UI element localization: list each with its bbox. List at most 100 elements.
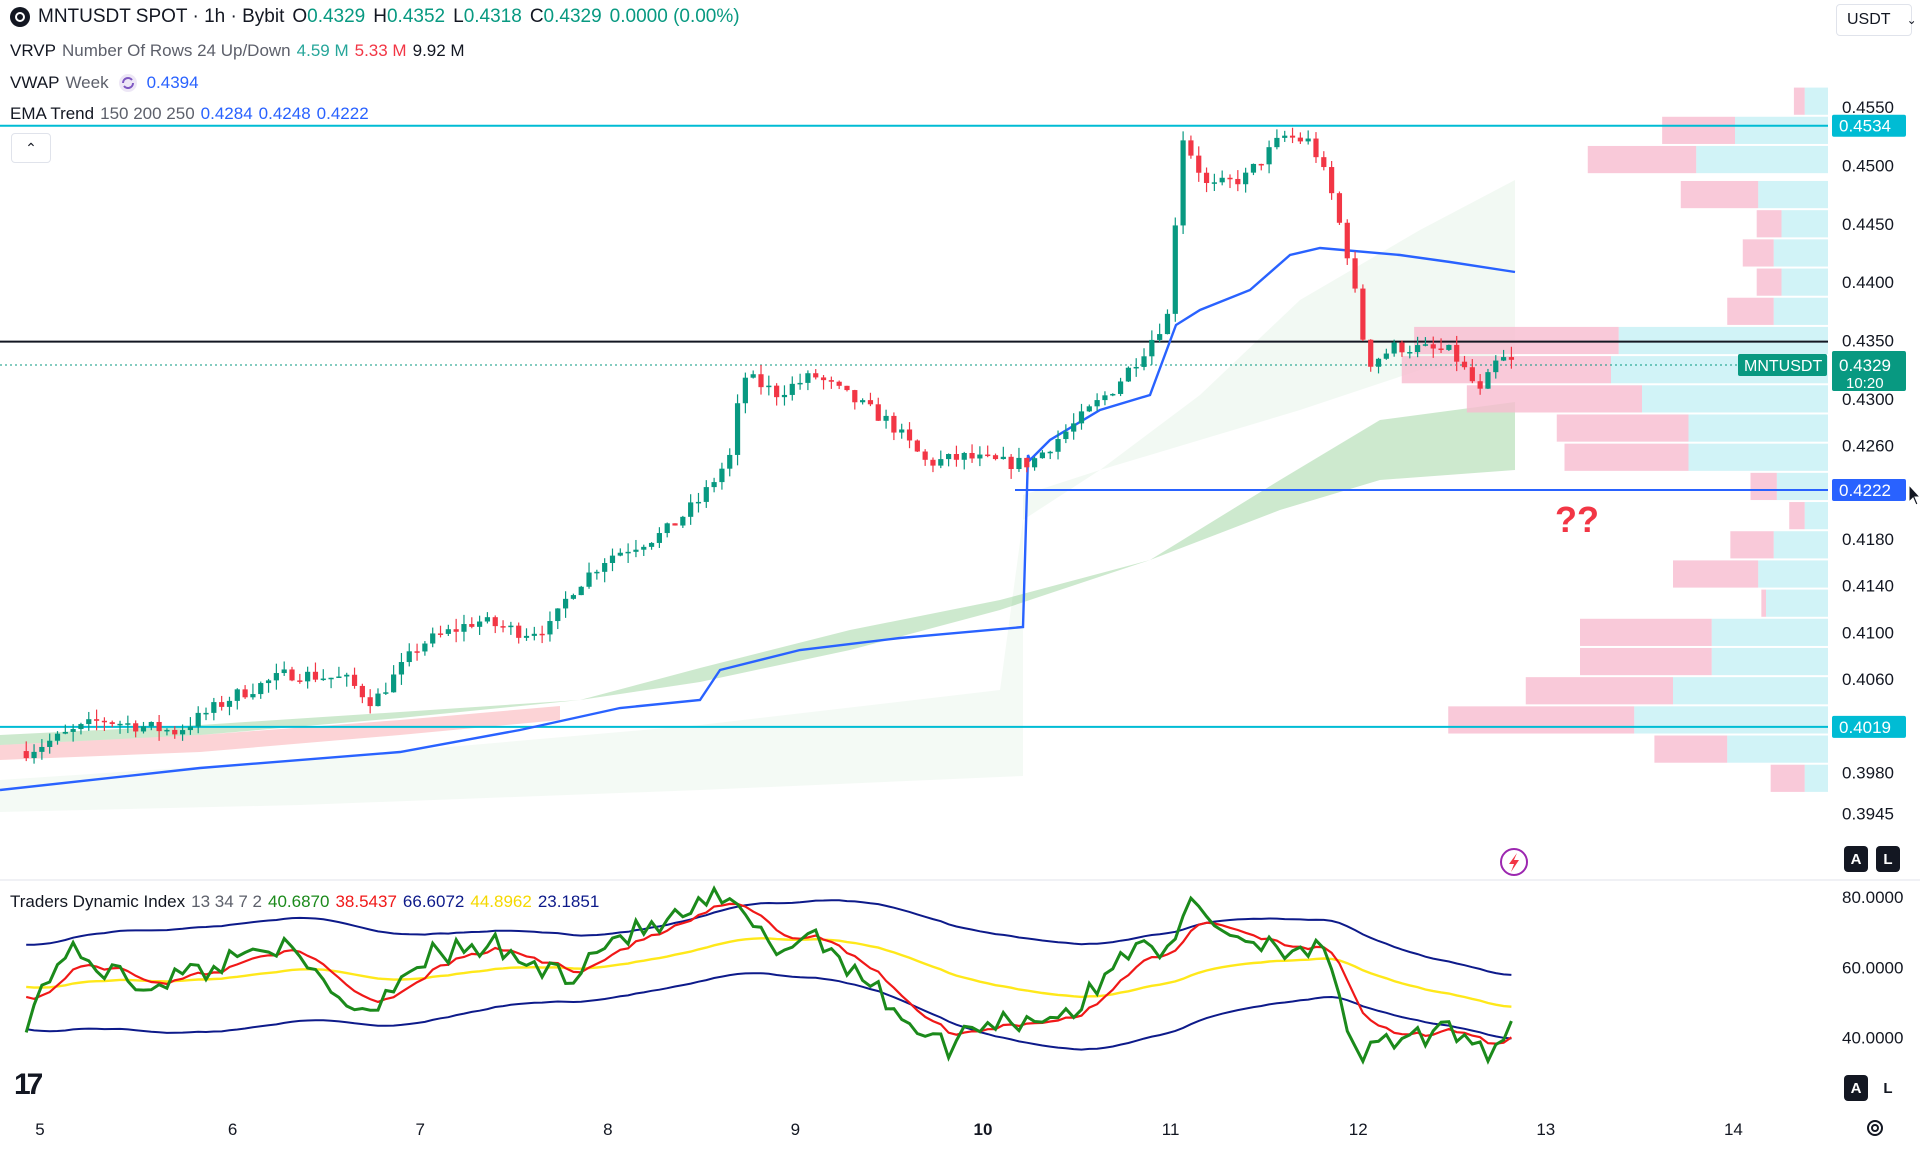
candle [922, 451, 928, 460]
candle [867, 400, 874, 405]
collapse-legend-button[interactable]: ⌃ [11, 133, 51, 163]
candle [813, 373, 819, 378]
candle [1188, 140, 1194, 156]
low-value: 0.4318 [463, 6, 522, 27]
vp-row-down [1525, 677, 1673, 705]
candle [62, 731, 68, 734]
candle [562, 598, 569, 609]
candle [734, 403, 741, 455]
vrvp-params: Number Of Rows 24 Up/Down [62, 41, 291, 60]
candle [1063, 431, 1069, 440]
candle [109, 722, 115, 724]
time-tick-label: 5 [35, 1120, 44, 1139]
candle [1180, 140, 1186, 226]
candle [609, 555, 616, 564]
vp-row-up [1776, 472, 1828, 501]
candle [1039, 452, 1046, 459]
candle [969, 452, 975, 459]
volume-profile [1401, 87, 1828, 792]
candle [1071, 423, 1077, 432]
vrvp-legend[interactable]: VRVP Number Of Rows 24 Up/Down 4.59 M 5.… [10, 41, 465, 61]
lightning-icon[interactable] [1500, 848, 1528, 876]
candle [469, 624, 475, 627]
candle [1024, 457, 1030, 468]
candle [1094, 400, 1100, 407]
candle [1141, 356, 1147, 367]
candle [234, 689, 240, 701]
time-tick-label: 14 [1724, 1120, 1743, 1139]
candle [78, 724, 84, 730]
candle [641, 546, 647, 550]
price-tick-label: 0.4300 [1842, 390, 1894, 409]
symbol-tag-text: MNTUSDT [1744, 358, 1822, 375]
tdi-legend[interactable]: Traders Dynamic Index 13 34 7 2 40.6870 … [10, 892, 599, 912]
candle [250, 694, 256, 698]
candle [305, 671, 311, 682]
candle [86, 719, 92, 725]
horizontal-levels[interactable] [0, 124, 1828, 728]
close-value: 0.4329 [543, 6, 602, 27]
vp-row-up [1804, 502, 1828, 530]
candle [891, 415, 897, 433]
candle [125, 723, 131, 725]
candle [172, 729, 178, 735]
candle [852, 390, 858, 403]
candle [1102, 395, 1108, 401]
candle [539, 633, 545, 636]
vp-row-down [1750, 472, 1777, 501]
symbol-tag [1738, 354, 1827, 377]
time-tick-label: 6 [228, 1120, 237, 1139]
vrvp-total: 9.92 M [412, 41, 465, 60]
auto-scale-button[interactable]: A [1844, 846, 1868, 872]
time-tick-label: 11 [1162, 1120, 1180, 1139]
tdi-auto-scale-button[interactable]: A [1844, 1075, 1868, 1101]
settings-gear-icon[interactable] [1864, 1117, 1886, 1139]
candle [1235, 178, 1241, 185]
candle [1415, 345, 1421, 353]
candle [930, 459, 936, 466]
price-tick-label: 0.4400 [1842, 273, 1894, 292]
symbol-title[interactable]: MNTUSDT SPOT · 1h · Bybit [38, 6, 285, 27]
ema-legend[interactable]: EMA Trend 150 200 250 0.4284 0.4248 0.42… [10, 104, 369, 124]
candle [1321, 157, 1327, 168]
vwap-line [0, 246, 1516, 792]
candle [477, 621, 483, 627]
candle [1250, 163, 1257, 173]
price-tick-label: 0.4260 [1842, 437, 1894, 456]
candle [531, 633, 537, 636]
candle [219, 702, 225, 707]
time-tick-label: 7 [415, 1120, 424, 1139]
chevron-up-icon: ⌃ [25, 139, 37, 156]
candle [1203, 172, 1210, 184]
currency-select[interactable]: USDT ⌄ [1836, 4, 1917, 36]
candle [1469, 367, 1475, 382]
candle [1266, 147, 1272, 165]
vp-row-down [1789, 502, 1805, 530]
candle [1383, 353, 1389, 359]
candle [899, 429, 905, 433]
vp-row-down [1587, 145, 1697, 174]
candle [985, 454, 991, 457]
candle [281, 669, 287, 674]
time-tick-label: 8 [603, 1120, 612, 1139]
tdi-rsi-line [24, 885, 1513, 1065]
candle [742, 377, 748, 404]
candles [23, 127, 1515, 764]
candle [1282, 135, 1288, 138]
tdi-log-scale-button[interactable]: L [1876, 1075, 1900, 1101]
candle [461, 624, 467, 632]
vp-row-down [1727, 297, 1774, 325]
candle [672, 523, 678, 526]
vwap-legend[interactable]: VWAP Week 0.4394 [10, 72, 199, 94]
candle [664, 523, 670, 534]
candle [727, 454, 733, 469]
vp-row-down [1756, 210, 1782, 238]
vp-row-up [1727, 735, 1828, 763]
candle [39, 746, 45, 752]
low-label: L [453, 6, 464, 27]
price-tick-label: 0.4550 [1842, 98, 1894, 117]
log-scale-button[interactable]: L [1876, 846, 1900, 872]
vp-row-down [1448, 706, 1635, 734]
vp-row-up [1735, 116, 1828, 144]
